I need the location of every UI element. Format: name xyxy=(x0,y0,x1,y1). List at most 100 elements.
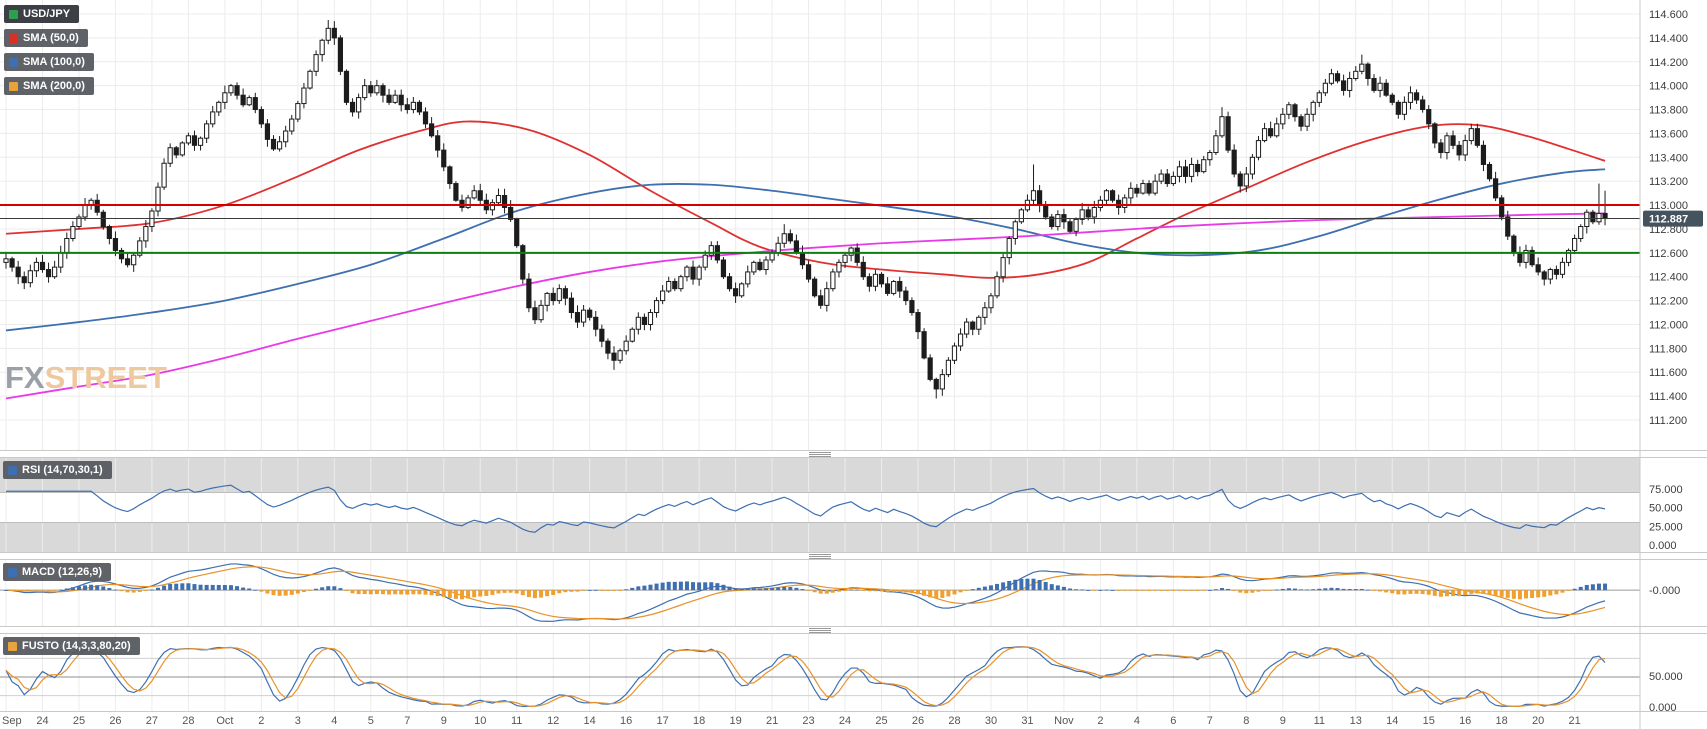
sma50-label: SMA (50,0) xyxy=(23,32,79,44)
legend-sma200[interactable]: SMA (200,0) xyxy=(4,77,94,95)
last-price-tag xyxy=(1643,210,1703,227)
time-axis[interactable] xyxy=(0,711,1707,729)
time-axis-label: 21 xyxy=(766,715,778,727)
price-axis-label: 111.800 xyxy=(1649,343,1687,355)
panel-splitter-2[interactable] xyxy=(0,552,1707,560)
sma-overlays xyxy=(5,120,1606,400)
rsi-bands xyxy=(0,458,1640,552)
price-axis-label: 112.600 xyxy=(1649,248,1688,260)
time-axis-label: 3 xyxy=(295,715,301,727)
time-axis-label: 20 xyxy=(1532,715,1544,727)
price-axis-label: 113.000 xyxy=(1649,200,1688,212)
time-axis-label: 11 xyxy=(1314,715,1325,727)
time-axis-label: Oct xyxy=(216,715,233,727)
stochastic-label-text: FUSTO (14,3,3,80,20) xyxy=(22,640,131,652)
alert-lines xyxy=(0,204,1640,254)
rsi-label-text: RSI (14,70,30,1) xyxy=(22,464,103,476)
sma200-label: SMA (200,0) xyxy=(23,80,85,92)
splitter-grip-icon[interactable] xyxy=(809,556,831,557)
price-axis-label: 112.200 xyxy=(1649,296,1688,308)
time-axis-label: 11 xyxy=(511,715,522,727)
time-axis-label: 28 xyxy=(948,715,960,727)
sma200-line xyxy=(5,212,1606,400)
macd-panel-label[interactable]: MACD (12,26,9) xyxy=(3,563,112,581)
price-axis-label: 113.600 xyxy=(1649,128,1688,140)
price-axis-label: 111.600 xyxy=(1649,367,1687,379)
time-axis-label: 26 xyxy=(912,715,924,727)
time-axis-label: 10 xyxy=(474,715,486,727)
price-axis-label: 113.400 xyxy=(1649,152,1688,164)
time-axis-label: Nov xyxy=(1054,715,1074,727)
time-axis-label: 28 xyxy=(182,715,194,727)
rsi-axis-label: 25.000 xyxy=(1649,521,1683,533)
time-axis-label: 14 xyxy=(1386,715,1398,727)
panel-splitter-3[interactable] xyxy=(0,626,1707,634)
time-axis-labels: Sep 24 25 26 27 28 Oct 2 3 4 5 7 9 10 11 12 14 16 17 18 19 21… xyxy=(2,715,1581,727)
splitter-grip-icon[interactable] xyxy=(809,630,831,631)
price-axis-label: 114.200 xyxy=(1649,57,1688,69)
price-axis[interactable]: 111.200 111.400 111.600 111.800 112.000 112.2… xyxy=(1639,0,1703,729)
time-axis-label: 15 xyxy=(1423,715,1435,727)
time-axis-label: 24 xyxy=(36,715,48,727)
watermark-street: STREET xyxy=(44,360,167,395)
time-axis-label: 14 xyxy=(584,715,596,727)
price-axis-label: 112.400 xyxy=(1649,272,1688,284)
stoch-axis-label: 50.000 xyxy=(1649,671,1683,683)
splitter-grip-icon[interactable] xyxy=(809,454,831,455)
price-axis-label: 111.400 xyxy=(1649,391,1687,403)
sma100-color-chip xyxy=(9,57,18,67)
time-axis-label: 6 xyxy=(1170,715,1176,727)
rsi-line xyxy=(6,484,1606,533)
legend-sma100[interactable]: SMA (100,0) xyxy=(4,53,94,71)
time-axis-label: 23 xyxy=(802,715,814,727)
time-axis-label: 2 xyxy=(258,715,264,727)
time-axis-label: 4 xyxy=(331,715,337,727)
macd-axis-label: -0.000 xyxy=(1649,585,1680,597)
time-axis-label: 13 xyxy=(1350,715,1362,727)
symbol-color-chip xyxy=(9,9,18,19)
watermark-fx: FX xyxy=(5,360,45,395)
rsi-axis-label: 50.000 xyxy=(1649,503,1683,515)
time-axis-label: 7 xyxy=(404,715,410,727)
price-axis-label: 113.200 xyxy=(1649,176,1688,188)
price-axis-label: 114.000 xyxy=(1649,81,1688,93)
stochastic-panel xyxy=(0,646,1640,708)
time-axis-label: 21 xyxy=(1569,715,1581,727)
stochastic-panel-label[interactable]: FUSTO (14,3,3,80,20) xyxy=(3,637,140,655)
sma200-color-chip xyxy=(9,81,18,91)
time-axis-label: 26 xyxy=(109,715,121,727)
time-axis-label: 25 xyxy=(875,715,887,727)
time-axis-label: 27 xyxy=(146,715,158,727)
sma50-line xyxy=(5,120,1606,279)
time-axis-label: 9 xyxy=(441,715,447,727)
time-axis-label: 9 xyxy=(1280,715,1286,727)
time-axis-label: 2 xyxy=(1097,715,1103,727)
legend-sma50[interactable]: SMA (50,0) xyxy=(4,29,88,47)
macd-histogram xyxy=(4,578,1608,600)
macd-color-chip xyxy=(8,567,17,577)
macd-signal-line xyxy=(5,566,1606,620)
time-axis-label: 30 xyxy=(985,715,997,727)
panel-splitter-1[interactable] xyxy=(0,450,1707,458)
stoch-k-line xyxy=(5,646,1606,708)
price-axis-label: 112.000 xyxy=(1649,319,1688,331)
legend-symbol[interactable]: USD/JPY xyxy=(4,5,80,23)
sma100-label: SMA (100,0) xyxy=(23,56,85,68)
stochastic-color-chip xyxy=(8,641,17,651)
time-axis-label: 16 xyxy=(1459,715,1471,727)
main-legend: USD/JPY SMA (50,0) SMA (100,0) SMA (200,… xyxy=(4,5,94,101)
time-axis-label: 17 xyxy=(657,715,669,727)
fxstreet-watermark: FXSTREET xyxy=(5,362,167,393)
time-axis-label: 31 xyxy=(1021,715,1033,727)
price-axis-label: 114.400 xyxy=(1649,33,1688,45)
stoch-d-line xyxy=(5,646,1606,707)
time-axis-label: 18 xyxy=(1496,715,1508,727)
time-axis-label: 12 xyxy=(547,715,559,727)
rsi-panel-label[interactable]: RSI (14,70,30,1) xyxy=(3,461,112,479)
symbol-label: USD/JPY xyxy=(23,8,71,20)
grid-lines xyxy=(0,0,1640,711)
time-axis-label: 5 xyxy=(368,715,374,727)
price-axis-label: 113.800 xyxy=(1649,105,1688,117)
